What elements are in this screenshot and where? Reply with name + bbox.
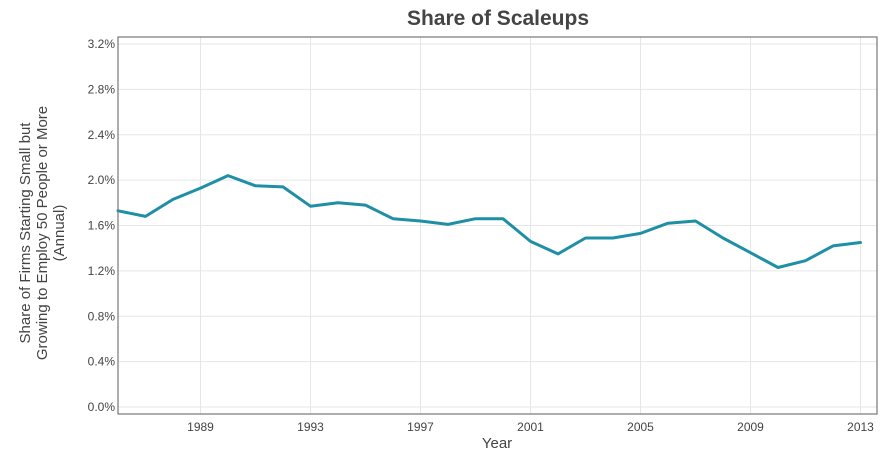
x-axis-label: Year [482,435,512,452]
y-axis-label-line: Share of Firms Starting Small but [17,122,34,344]
y-axis-label: Share of Firms Starting Small butGrowing… [17,106,68,360]
plot-frame [117,36,878,415]
x-tick-label: 1997 [407,420,434,434]
x-tick-label: 2013 [847,420,874,434]
y-tick-label: 0.0% [88,400,116,414]
x-tick-label: 2005 [627,420,654,434]
x-axis-ticks: 1989 1993 1997 2001 2005 2009 2013 [187,420,874,434]
y-tick-label: 0.4% [88,355,116,369]
y-tick-label: 0.8% [88,309,116,323]
x-tick-label: 1993 [297,420,324,434]
y-tick-label: 2.0% [88,173,116,187]
series-line [116,174,862,269]
x-tick-label: 2001 [517,420,544,434]
y-tick-label: 1.6% [88,219,116,233]
y-gridlines [118,43,877,408]
y-tick-label: 3.2% [88,37,116,51]
y-tick-label: 1.2% [88,264,116,278]
y-tick-label: 2.4% [88,128,116,142]
y-tick-label: 2.8% [88,82,116,96]
chart-title: Share of Scaleups [407,7,589,30]
x-tick-label: 2009 [737,420,764,434]
y-axis-ticks: 0.0% 0.4% 0.8% 1.2% 1.6% 2.0% 2.4% 2.8% 3.2% [88,37,116,414]
x-tick-label: 1989 [187,420,214,434]
y-axis-label-line: (Annual) [51,205,68,262]
y-axis-label-line: Growing to Employ 50 People or More [34,106,51,360]
